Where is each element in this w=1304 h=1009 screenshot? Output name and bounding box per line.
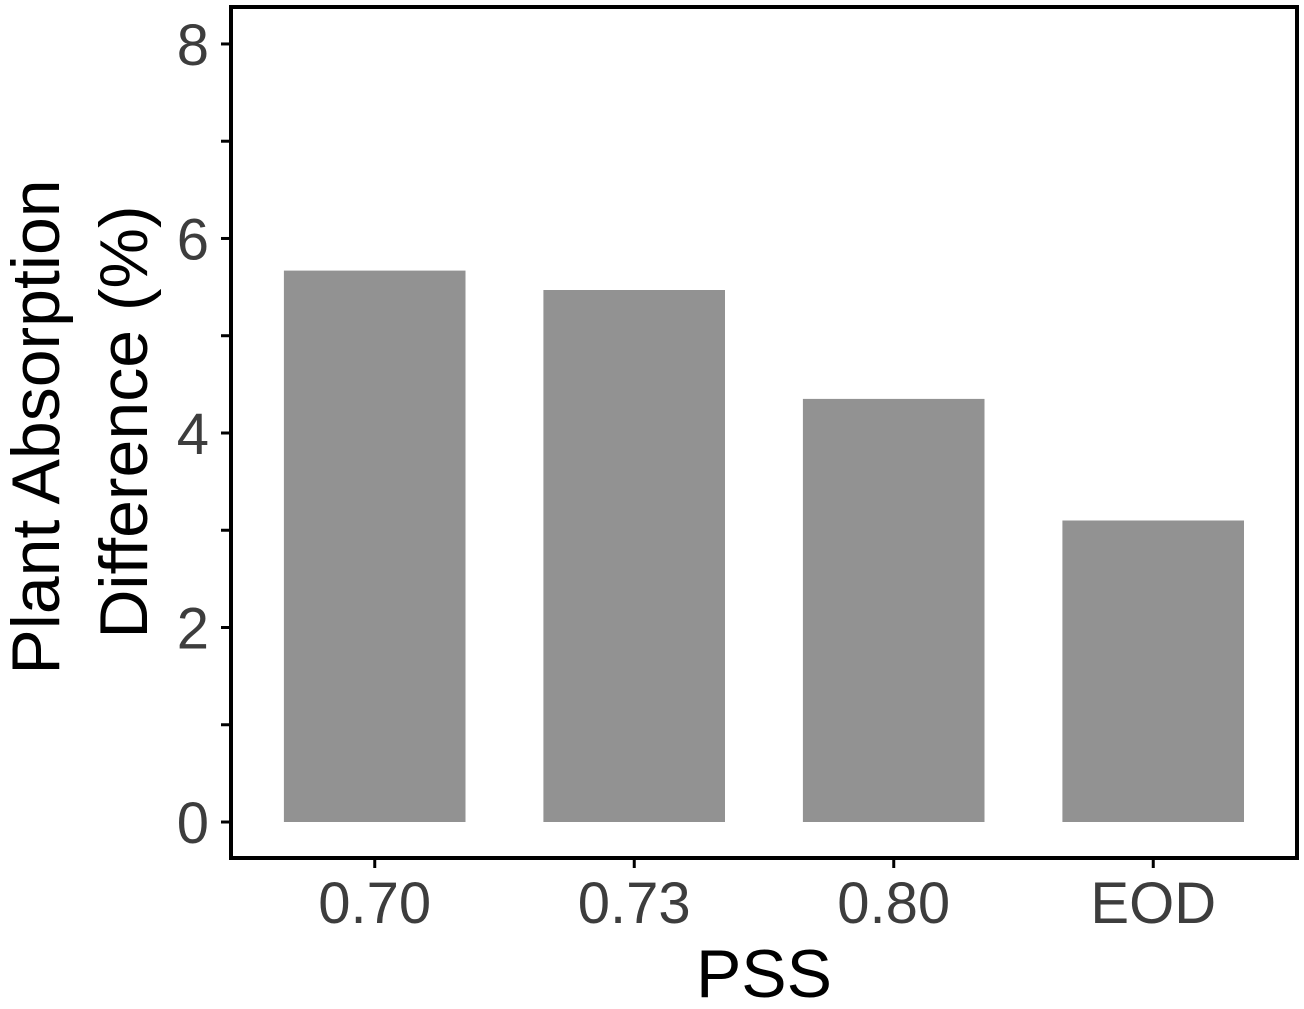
x-tick-label: 0.80	[837, 871, 950, 936]
x-tick-label: 0.73	[578, 871, 691, 936]
y-axis-title-line-1: Plant Absorption	[0, 179, 74, 674]
x-axis: 0.70 0.73 0.80 EOD	[318, 858, 1216, 936]
y-tick-label: 0	[177, 791, 209, 856]
x-tick-label: 0.70	[318, 871, 431, 936]
y-axis-title-line-2: Difference (%)	[86, 205, 162, 638]
y-tick-label: 8	[177, 13, 209, 78]
bar-0-70	[283, 270, 466, 823]
y-axis: 0 2 4 6 8	[177, 13, 231, 856]
bars-layer	[283, 270, 1244, 823]
bar-0-80	[802, 398, 985, 822]
bar-0-73	[543, 290, 725, 822]
y-tick-label: 2	[177, 597, 209, 662]
y-tick-label: 6	[177, 207, 209, 272]
x-tick-label: EOD	[1090, 871, 1216, 936]
y-tick-label: 4	[177, 402, 209, 467]
x-axis-title: PSS	[696, 936, 832, 1004]
y-axis-title: Plant Absorption Difference (%)	[0, 179, 162, 674]
bar-eod	[1062, 520, 1244, 822]
